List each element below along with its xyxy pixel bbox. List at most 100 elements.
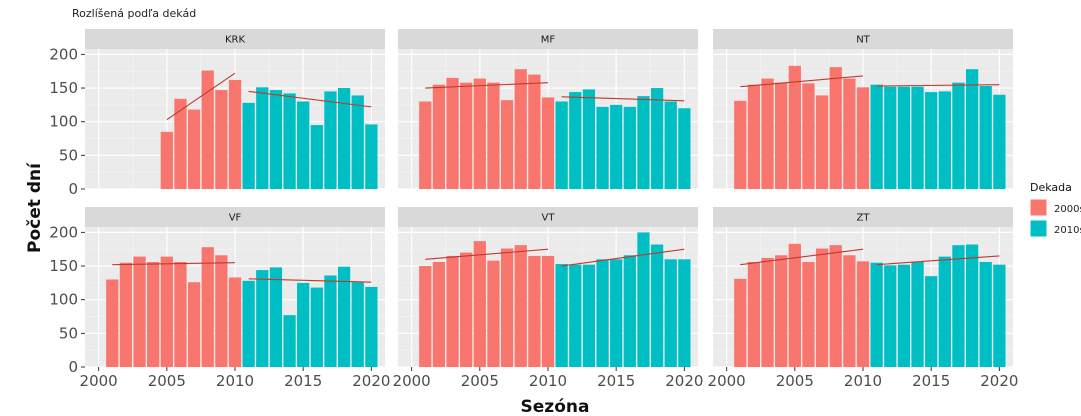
bar-mf-2003 bbox=[446, 77, 459, 189]
facet-label-vt: VT bbox=[542, 213, 556, 224]
bar-mf-2008 bbox=[514, 69, 527, 189]
bar-zt-2015 bbox=[925, 276, 938, 367]
bar-vt-2012 bbox=[569, 264, 582, 367]
x-tick-label: 2010 bbox=[216, 372, 254, 390]
bar-mf-2019 bbox=[664, 101, 677, 189]
bar-zt-2006 bbox=[802, 262, 815, 367]
bar-nt-2020 bbox=[993, 94, 1006, 189]
x-tick-label: 2000 bbox=[393, 372, 431, 390]
bar-vt-2007 bbox=[500, 248, 514, 367]
bar-nt-2011 bbox=[870, 84, 883, 189]
bar-mf-2004 bbox=[460, 82, 473, 189]
x-axis-title: Sezóna bbox=[521, 397, 590, 416]
bar-vf-2015 bbox=[297, 282, 310, 367]
bar-mf-2009 bbox=[528, 74, 541, 189]
bar-mf-2010 bbox=[541, 97, 555, 189]
bar-mf-2007 bbox=[500, 100, 514, 189]
bar-vt-2003 bbox=[446, 255, 459, 367]
bar-vt-2018 bbox=[650, 244, 664, 367]
bar-krk-2019 bbox=[351, 95, 364, 189]
facet-strip-nt bbox=[713, 29, 1013, 49]
facet-strip-zt bbox=[713, 207, 1013, 227]
facet-label-krk: KRK bbox=[225, 35, 246, 46]
chart-subtitle: Rozlíšená podľa dekád bbox=[72, 7, 196, 20]
bar-krk-2013 bbox=[269, 90, 283, 189]
x-tick-label: 2020 bbox=[980, 372, 1018, 390]
bar-nt-2005 bbox=[788, 65, 801, 189]
facet-label-mf: MF bbox=[541, 35, 556, 46]
bar-vf-2010 bbox=[228, 277, 242, 367]
bar-krk-2009 bbox=[215, 90, 228, 189]
bar-mf-2016 bbox=[623, 106, 636, 189]
bar-zt-2003 bbox=[761, 257, 774, 367]
y-tick-label: 100 bbox=[49, 291, 78, 309]
bar-zt-2010 bbox=[856, 261, 870, 367]
bar-mf-2005 bbox=[473, 78, 486, 189]
bar-vf-2020 bbox=[365, 286, 378, 367]
bar-zt-2011 bbox=[870, 262, 883, 367]
facet-panels: KRK 0 50 100 150 200 MF NT VF 0 50 100 150 200 2000 200… bbox=[49, 29, 1018, 390]
bar-vt-2014 bbox=[596, 259, 609, 367]
bar-vt-2016 bbox=[623, 255, 636, 367]
facet-label-nt: NT bbox=[856, 35, 870, 46]
bar-krk-2012 bbox=[256, 87, 269, 189]
legend-title: Dekada bbox=[1030, 181, 1072, 194]
bar-nt-2008 bbox=[829, 67, 842, 189]
facet-strip-krk bbox=[85, 29, 385, 49]
bar-vf-2008 bbox=[201, 247, 214, 367]
bar-nt-2013 bbox=[897, 86, 911, 189]
bar-zt-2009 bbox=[843, 255, 856, 367]
bar-nt-2014 bbox=[911, 86, 924, 189]
bar-krk-2014 bbox=[283, 93, 296, 189]
bar-krk-2007 bbox=[187, 109, 201, 189]
bar-nt-2003 bbox=[761, 78, 774, 189]
facet-vt: VT 2000 2005 2010 2015 2020 bbox=[393, 207, 703, 390]
bar-zt-2020 bbox=[993, 264, 1006, 367]
facet-strip-vf bbox=[85, 207, 385, 227]
facet-vf: VF 0 50 100 150 200 2000 2005 2010 2015 2020 bbox=[49, 207, 390, 390]
bar-zt-2013 bbox=[897, 264, 911, 367]
bar-vf-2005 bbox=[160, 256, 173, 367]
bar-zt-2017 bbox=[952, 245, 965, 367]
bar-zt-2001 bbox=[734, 278, 747, 367]
x-tick-label: 2015 bbox=[284, 372, 322, 390]
bar-krk-2006 bbox=[174, 98, 187, 189]
bar-mf-2013 bbox=[582, 89, 596, 189]
bar-vt-2010 bbox=[541, 255, 555, 367]
y-tick-label: 150 bbox=[49, 79, 78, 97]
bar-vt-2020 bbox=[678, 259, 691, 367]
bar-vt-2009 bbox=[528, 255, 541, 367]
bar-vf-2006 bbox=[174, 262, 187, 367]
bar-vf-2013 bbox=[269, 267, 283, 367]
bar-mf-2017 bbox=[637, 96, 650, 189]
trend-line-vt-2010s bbox=[561, 248, 685, 267]
facet-nt: NT bbox=[713, 29, 1013, 190]
x-tick-label: 2015 bbox=[912, 372, 950, 390]
y-tick-label: 200 bbox=[49, 45, 78, 63]
trend-line-mf-2010s bbox=[561, 96, 685, 102]
trend-line-vt-2000s bbox=[425, 248, 549, 260]
bar-vt-2004 bbox=[460, 252, 473, 367]
y-tick-label: 50 bbox=[59, 324, 78, 342]
trend-line-vf-2000s bbox=[112, 262, 236, 266]
bar-vf-2014 bbox=[283, 315, 296, 367]
bar-vt-2019 bbox=[664, 259, 677, 367]
bar-mf-2015 bbox=[610, 104, 623, 189]
y-tick-label: 0 bbox=[68, 358, 78, 376]
y-tick-label: 100 bbox=[49, 113, 78, 131]
trend-line-krk-2000s bbox=[166, 72, 236, 121]
legend-label-2010s: 2010s bbox=[1054, 225, 1081, 236]
bar-nt-2004 bbox=[775, 82, 788, 189]
bar-mf-2018 bbox=[650, 88, 664, 189]
bar-vf-2009 bbox=[215, 255, 228, 367]
bar-vt-2006 bbox=[487, 260, 500, 367]
bar-zt-2016 bbox=[938, 256, 951, 367]
bar-vf-2016 bbox=[310, 287, 323, 367]
bar-vf-2004 bbox=[147, 262, 160, 367]
bar-vf-2018 bbox=[337, 266, 351, 367]
facet-krk: KRK 0 50 100 150 200 bbox=[49, 29, 385, 198]
trend-line-krk-2010s bbox=[248, 90, 372, 108]
bar-vt-2011 bbox=[555, 264, 568, 367]
bar-vf-2007 bbox=[187, 282, 201, 367]
bar-krk-2018 bbox=[337, 88, 351, 189]
